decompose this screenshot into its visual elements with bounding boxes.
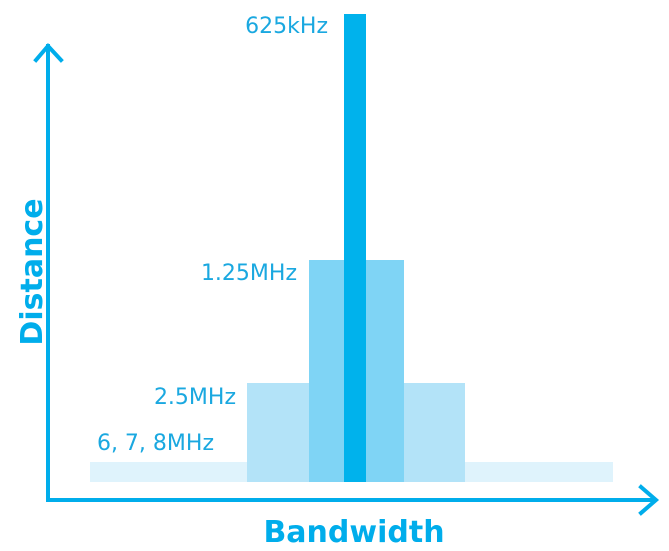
band-label-6-7-8mhz: 6, 7, 8MHz bbox=[97, 431, 214, 456]
band-label-2-5mhz: 2.5MHz bbox=[154, 385, 236, 410]
y-axis-title: Distance bbox=[15, 198, 50, 345]
x-axis-arrowhead bbox=[638, 484, 660, 516]
y-axis-arrowhead bbox=[33, 42, 64, 63]
band-label-625khz: 625kHz bbox=[245, 14, 328, 39]
band-label-1-25mhz: 1.25MHz bbox=[201, 261, 297, 286]
x-axis-title: Bandwidth bbox=[263, 515, 444, 550]
band-625khz bbox=[344, 14, 366, 482]
